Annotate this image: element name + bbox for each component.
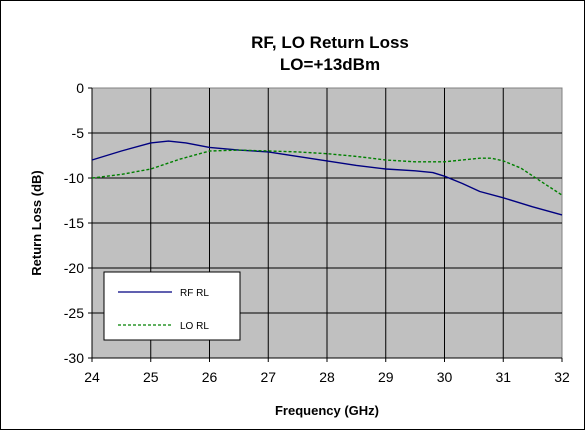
y-tick-label: -30 <box>64 350 84 366</box>
y-tick-label: -20 <box>64 260 84 276</box>
legend-label-lo: LO RL <box>180 321 209 332</box>
legend: RF RL LO RL <box>103 271 241 341</box>
legend-label-rf: RF RL <box>180 288 209 299</box>
series-line-lo <box>91 149 563 196</box>
y-tick-label: -25 <box>64 305 84 321</box>
series-line-rf <box>91 140 563 216</box>
x-tick-label: 31 <box>495 369 511 385</box>
y-tick-label: -15 <box>64 215 84 231</box>
x-tick-label: 26 <box>202 369 218 385</box>
x-tick-label: 25 <box>143 369 159 385</box>
y-tick-labels: 0 -5 -10 -15 -20 -25 -30 <box>64 80 84 366</box>
x-tick-label: 28 <box>319 369 335 385</box>
chart-subtitle: LO=+13dBm <box>280 55 380 74</box>
x-tick-labels: 24 25 26 27 28 29 30 31 32 <box>84 369 570 385</box>
x-tick-label: 32 <box>554 369 570 385</box>
x-tick-label: 27 <box>260 369 276 385</box>
x-tick-label: 29 <box>378 369 394 385</box>
axes <box>88 87 563 362</box>
legend-box <box>103 271 241 341</box>
chart-title: RF, LO Return Loss <box>251 33 409 52</box>
x-axis-label: Frequency (GHz) <box>275 403 379 418</box>
series-lines <box>91 140 563 216</box>
y-tick-label: -5 <box>72 125 85 141</box>
x-tick-label: 24 <box>84 369 100 385</box>
y-tick-label: 0 <box>76 80 84 96</box>
y-axis-label: Return Loss (dB) <box>29 170 44 275</box>
y-tick-label: -10 <box>64 170 84 186</box>
x-tick-label: 30 <box>437 369 453 385</box>
